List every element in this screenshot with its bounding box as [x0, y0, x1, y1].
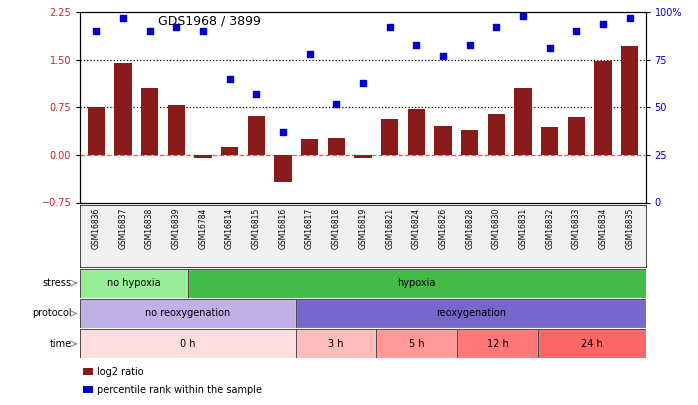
Text: 0 h: 0 h — [180, 339, 195, 349]
Text: percentile rank within the sample: percentile rank within the sample — [97, 385, 262, 395]
Text: GSM16835: GSM16835 — [625, 208, 634, 249]
Point — [384, 24, 395, 31]
Text: 24 h: 24 h — [581, 339, 602, 349]
Text: GSM16836: GSM16836 — [91, 208, 101, 249]
Point — [91, 28, 102, 34]
Text: GSM16833: GSM16833 — [572, 208, 581, 249]
Bar — [296, 329, 376, 358]
Bar — [168, 105, 185, 155]
Text: hypoxia: hypoxia — [398, 278, 436, 288]
Bar — [376, 329, 457, 358]
Text: GDS1968 / 3899: GDS1968 / 3899 — [158, 14, 261, 27]
Bar — [88, 107, 105, 155]
Text: protocol: protocol — [32, 309, 72, 318]
Text: 12 h: 12 h — [487, 339, 508, 349]
Point — [410, 41, 422, 48]
Bar — [514, 88, 532, 155]
Text: GSM16828: GSM16828 — [465, 208, 474, 249]
Text: GSM16814: GSM16814 — [225, 208, 234, 249]
Bar — [434, 126, 452, 155]
Bar — [376, 329, 457, 358]
Bar — [541, 127, 558, 155]
Point — [331, 100, 342, 107]
Point — [544, 45, 555, 51]
Text: GSM16834: GSM16834 — [598, 208, 607, 249]
Bar — [296, 299, 646, 328]
Bar — [80, 299, 296, 328]
Text: GSM16831: GSM16831 — [519, 208, 528, 249]
Point — [438, 53, 449, 59]
Bar — [567, 117, 585, 155]
Text: log2 ratio: log2 ratio — [97, 367, 144, 377]
Text: reoxygenation: reoxygenation — [436, 309, 505, 318]
Text: GSM16832: GSM16832 — [545, 208, 554, 249]
Bar — [83, 386, 94, 393]
Bar — [488, 114, 505, 155]
Text: stress: stress — [43, 278, 72, 288]
Bar — [194, 155, 211, 158]
Bar — [621, 46, 638, 155]
Bar — [296, 299, 646, 328]
Text: GSM16816: GSM16816 — [279, 208, 288, 249]
Bar — [296, 329, 376, 358]
Text: GSM16826: GSM16826 — [438, 208, 447, 249]
Bar — [327, 138, 345, 155]
Point — [117, 15, 128, 21]
Bar — [80, 329, 296, 358]
Text: 5 h: 5 h — [409, 339, 424, 349]
Bar — [80, 269, 188, 298]
Text: GSM16830: GSM16830 — [492, 208, 500, 249]
Text: GSM16815: GSM16815 — [252, 208, 261, 249]
Bar — [457, 329, 538, 358]
Bar — [141, 88, 158, 155]
Bar — [538, 329, 646, 358]
Text: GSM16838: GSM16838 — [145, 208, 154, 249]
Point — [357, 79, 369, 86]
Text: GSM16818: GSM16818 — [332, 208, 341, 249]
Text: GSM16824: GSM16824 — [412, 208, 421, 249]
Bar — [188, 269, 646, 298]
Text: GSM16839: GSM16839 — [172, 208, 181, 249]
Text: 3 h: 3 h — [328, 339, 344, 349]
Bar — [381, 119, 399, 155]
Point — [624, 15, 635, 21]
Bar — [221, 147, 238, 155]
Text: no hypoxia: no hypoxia — [107, 278, 161, 288]
Bar — [461, 130, 478, 155]
Point — [171, 24, 182, 31]
Bar — [80, 269, 188, 298]
Point — [571, 28, 582, 34]
Bar — [408, 109, 425, 155]
Bar — [274, 155, 292, 181]
Bar — [248, 115, 265, 155]
Bar — [188, 269, 646, 298]
Point — [491, 24, 502, 31]
Text: GSM16784: GSM16784 — [198, 208, 207, 249]
Point — [144, 28, 155, 34]
Text: GSM16817: GSM16817 — [305, 208, 314, 249]
Text: no reoxygenation: no reoxygenation — [145, 309, 230, 318]
Point — [517, 13, 528, 19]
Bar — [83, 368, 94, 375]
Point — [224, 76, 235, 82]
Point — [464, 41, 475, 48]
Bar — [301, 139, 318, 155]
Bar — [114, 63, 132, 155]
Text: GSM16837: GSM16837 — [119, 208, 128, 249]
Point — [597, 20, 609, 27]
Text: time: time — [50, 339, 72, 349]
Bar — [80, 329, 296, 358]
Bar — [538, 329, 646, 358]
Bar — [355, 155, 371, 158]
Text: GSM16819: GSM16819 — [359, 208, 367, 249]
Point — [304, 51, 315, 57]
Bar — [80, 299, 296, 328]
Bar — [457, 329, 538, 358]
Bar — [594, 61, 611, 155]
Text: GSM16821: GSM16821 — [385, 208, 394, 249]
Point — [277, 129, 288, 135]
Point — [251, 91, 262, 97]
Point — [198, 28, 209, 34]
